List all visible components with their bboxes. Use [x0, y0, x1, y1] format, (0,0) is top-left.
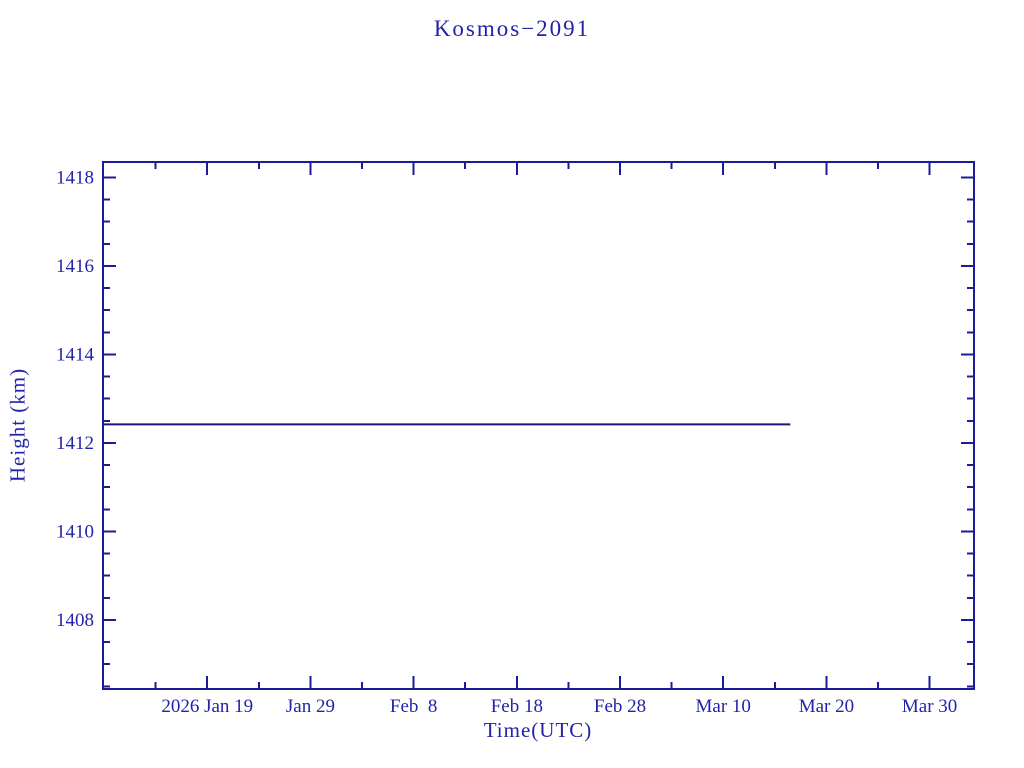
x-tick-label: Mar 20: [799, 696, 854, 717]
y-tick-label: 1412: [56, 433, 94, 454]
x-tick-label: 2026 Jan 19: [161, 696, 253, 717]
x-tick-label: Feb 8: [390, 696, 438, 717]
x-tick-label: Feb 18: [491, 696, 543, 717]
y-tick-label: 1408: [56, 610, 94, 631]
y-tick-label: 1418: [56, 167, 94, 188]
y-tick-label: 1414: [56, 344, 95, 365]
x-tick-label: Mar 10: [696, 696, 751, 717]
x-tick-label: Feb 28: [594, 696, 646, 717]
y-tick-label: 1416: [56, 256, 94, 277]
y-tick-label: 1410: [56, 521, 94, 542]
plot-frame: [102, 161, 975, 690]
x-tick-label: Mar 30: [902, 696, 957, 717]
x-tick-label: Jan 29: [286, 696, 335, 717]
chart-title: Kosmos−2091: [433, 16, 591, 41]
x-axis-label: Time(UTC): [483, 718, 593, 742]
